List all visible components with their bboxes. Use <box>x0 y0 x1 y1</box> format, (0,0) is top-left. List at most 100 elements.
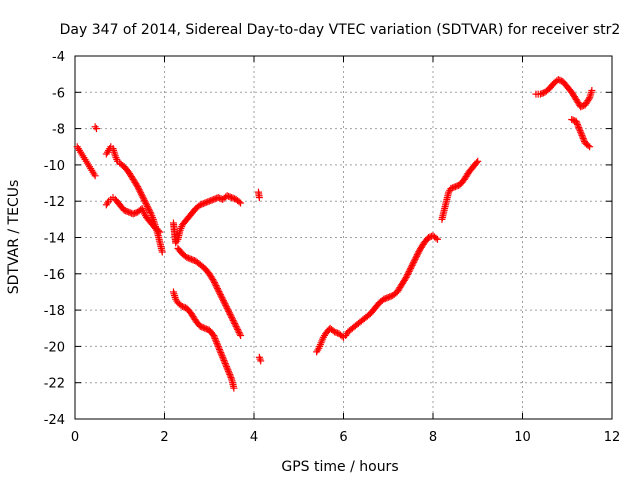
data-point <box>144 204 152 212</box>
data-point <box>214 286 222 294</box>
data-point <box>409 260 417 268</box>
data-point <box>577 128 585 136</box>
data-point <box>183 253 191 261</box>
data-point <box>213 285 221 293</box>
data-point <box>210 333 218 341</box>
data-point <box>410 258 418 266</box>
data-point <box>225 192 233 200</box>
data-point <box>585 95 593 103</box>
data-point <box>453 182 461 190</box>
data-point <box>577 103 585 111</box>
data-point <box>578 102 586 110</box>
data-point <box>221 300 229 308</box>
y-tick-label: -20 <box>44 340 65 355</box>
data-point <box>125 208 133 216</box>
data-point <box>215 344 223 352</box>
data-point <box>408 261 416 269</box>
data-point <box>577 130 585 138</box>
data-point <box>257 357 265 365</box>
data-point <box>404 270 412 278</box>
data-point <box>575 124 583 132</box>
data-point <box>215 346 223 354</box>
data-point <box>474 157 482 165</box>
data-point <box>221 360 229 368</box>
data-point <box>237 332 245 340</box>
data-point <box>216 291 224 299</box>
data-point <box>386 293 394 301</box>
data-point <box>226 193 234 201</box>
data-point <box>211 195 219 203</box>
data-point <box>473 159 481 167</box>
data-point <box>224 367 232 375</box>
y-tick-label: -16 <box>44 268 65 283</box>
data-point <box>230 384 238 392</box>
data-point <box>210 195 218 203</box>
data-point <box>137 189 145 197</box>
data-point <box>220 298 228 306</box>
data-point <box>142 199 150 207</box>
data-point <box>217 349 225 357</box>
data-point <box>211 335 219 343</box>
data-point <box>210 332 218 340</box>
data-point <box>205 197 213 205</box>
data-point <box>256 355 264 363</box>
data-point <box>208 196 216 204</box>
data-point <box>228 313 236 321</box>
data-point <box>233 324 241 332</box>
data-point <box>209 276 217 284</box>
data-point <box>573 120 581 128</box>
data-point <box>575 125 583 133</box>
data-point <box>196 322 204 330</box>
data-point <box>199 324 207 332</box>
data-point <box>221 358 229 366</box>
data-point <box>580 136 588 144</box>
data-point <box>536 90 544 98</box>
data-point <box>332 328 340 336</box>
y-tick-label: -24 <box>44 413 65 428</box>
x-tick-label: 12 <box>604 430 621 445</box>
data-point <box>217 195 225 203</box>
data-point <box>210 279 218 287</box>
data-point <box>428 232 436 240</box>
data-point <box>202 325 210 333</box>
data-point <box>198 200 206 208</box>
data-point <box>140 196 148 204</box>
data-point <box>212 338 220 346</box>
data-point <box>224 366 232 374</box>
data-point <box>226 310 234 318</box>
data-point <box>91 123 99 131</box>
data-point <box>146 208 154 216</box>
data-point <box>433 235 441 243</box>
data-point <box>404 269 412 277</box>
data-point <box>158 248 166 256</box>
x-tick-label: 6 <box>339 430 347 445</box>
data-points <box>73 76 596 392</box>
data-point <box>131 209 139 217</box>
data-point <box>216 347 224 355</box>
data-point <box>214 341 222 349</box>
data-point <box>122 207 130 215</box>
data-point <box>584 142 592 150</box>
x-axis-label: GPS time / hours <box>281 459 398 475</box>
data-point <box>230 318 238 326</box>
data-point <box>331 328 339 336</box>
data-point <box>133 181 141 189</box>
data-point <box>219 353 227 361</box>
data-point <box>143 201 151 209</box>
data-point <box>407 264 415 272</box>
x-tick-label: 0 <box>71 430 79 445</box>
data-point <box>232 322 240 330</box>
data-point <box>214 342 222 350</box>
data-point <box>189 256 197 264</box>
data-point <box>225 369 233 377</box>
data-point <box>223 192 231 200</box>
data-point <box>568 116 576 124</box>
data-point <box>202 198 210 206</box>
data-point <box>381 295 389 303</box>
data-point <box>201 324 209 332</box>
data-point <box>574 122 582 130</box>
data-point <box>414 249 422 257</box>
data-point <box>222 303 230 311</box>
data-point <box>120 206 128 214</box>
